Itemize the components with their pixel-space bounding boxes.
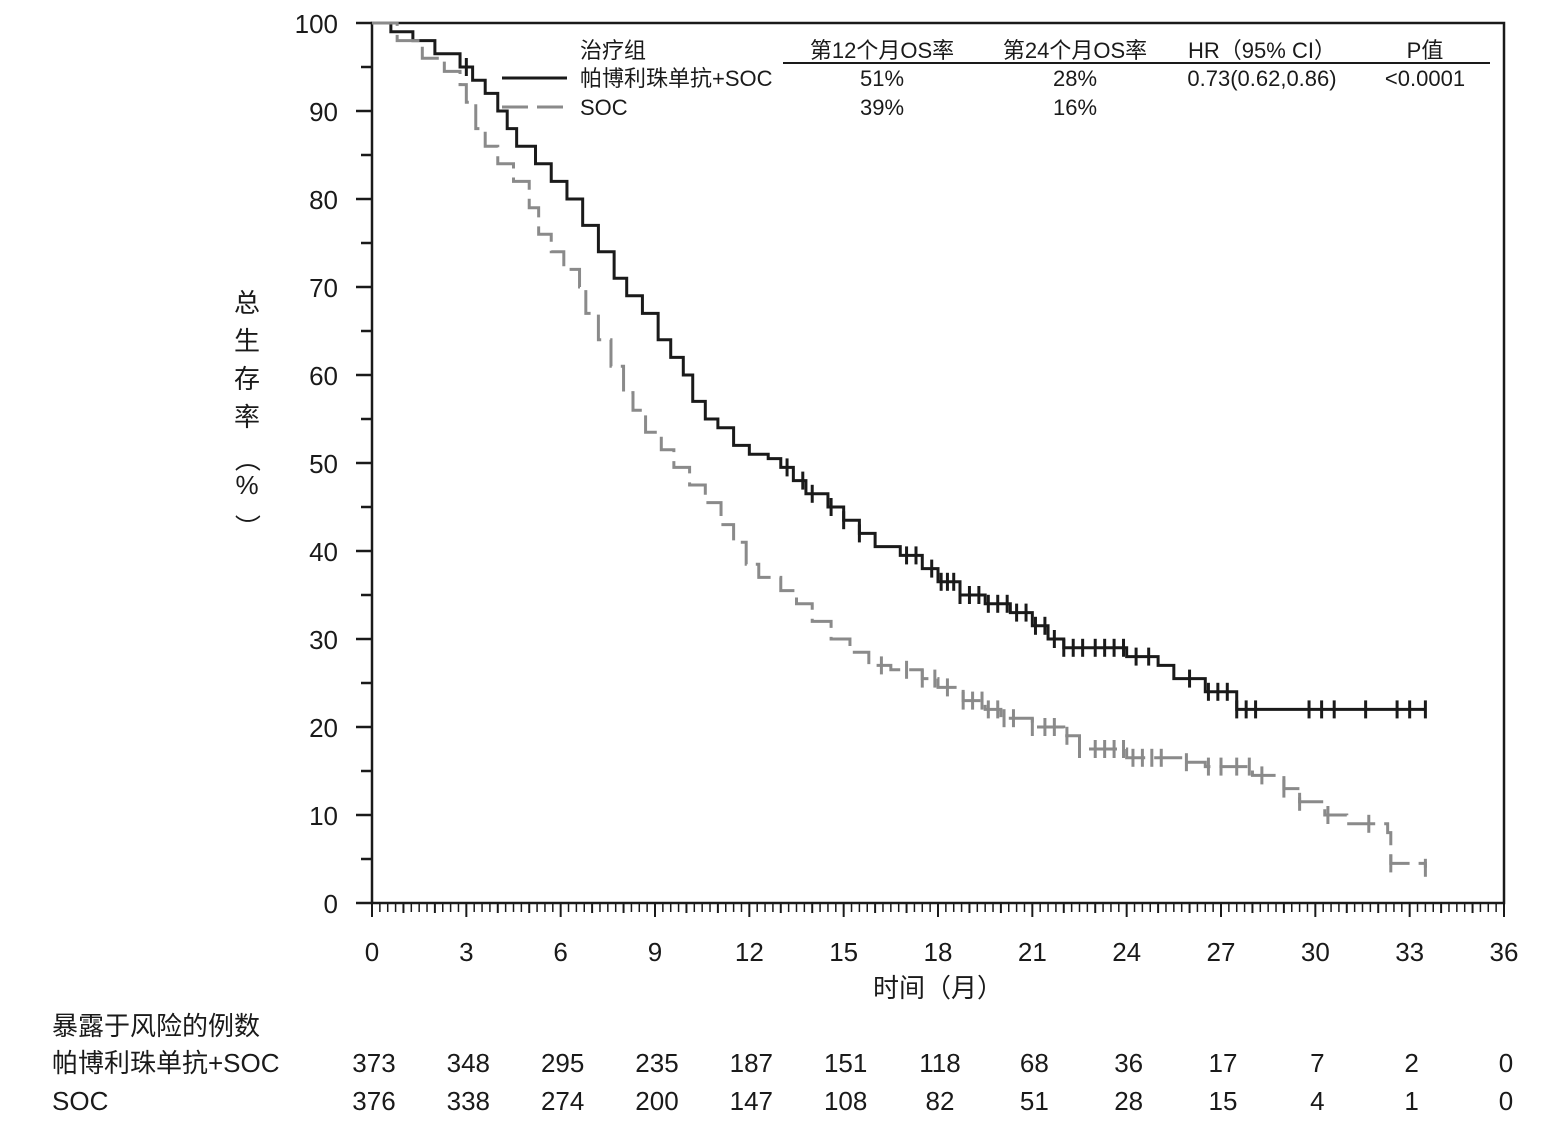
risk-count: 147 (730, 1086, 773, 1116)
legend-os24-value: 16% (1053, 95, 1097, 120)
x-axis: 0 3 6 9 12 15 18 21 24 27 30 33 36 (365, 903, 1519, 967)
risk-count: 118 (919, 1048, 960, 1078)
legend-p-value: <0.0001 (1385, 66, 1465, 91)
x-tick-label: 9 (648, 937, 662, 967)
x-tick-label: 27 (1207, 937, 1236, 967)
legend-header-os24: 第24个月OS率 (1003, 38, 1147, 63)
risk-count: 187 (730, 1048, 773, 1078)
risk-count: 68 (1020, 1048, 1049, 1078)
risk-count: 1 (1404, 1086, 1418, 1116)
risk-count: 28 (1114, 1086, 1143, 1116)
plot-frame (370, 21, 1506, 905)
risk-row-label: 帕博利珠单抗+SOC (52, 1048, 280, 1078)
legend-os12-value: 51% (860, 66, 904, 91)
y-tick-label: 10 (309, 801, 338, 831)
x-tick-label: 6 (553, 937, 567, 967)
y-tick-label: 100 (295, 9, 338, 39)
risk-count: 0 (1499, 1086, 1513, 1116)
y-tick-label: 60 (309, 361, 338, 391)
risk-count: 82 (926, 1086, 955, 1116)
risk-count: 151 (824, 1048, 867, 1078)
x-tick-label: 30 (1301, 937, 1330, 967)
y-axis-title-glyph: （ (232, 446, 262, 472)
legend-header-hr: HR（95% CI） (1188, 38, 1336, 63)
risk-count: 2 (1404, 1048, 1418, 1078)
y-tick-label: 50 (309, 449, 338, 479)
x-tick-label: 15 (829, 937, 858, 967)
y-tick-label: 80 (309, 185, 338, 215)
x-tick-label: 36 (1490, 937, 1519, 967)
risk-count: 338 (447, 1086, 490, 1116)
y-tick-label: 70 (309, 273, 338, 303)
legend-table: 治疗组 第12个月OS率 第24个月OS率 HR（95% CI） P值帕博利珠单抗+SO… (502, 38, 1490, 120)
risk-count: 36 (1114, 1048, 1143, 1078)
x-tick-label: 24 (1112, 937, 1141, 967)
x-tick-label: 12 (735, 937, 764, 967)
y-axis-title-glyph: 存 (234, 364, 260, 394)
y-tick-label: 20 (309, 713, 338, 743)
y-axis-title-glyph: 生 (234, 326, 260, 356)
risk-count: 4 (1310, 1086, 1324, 1116)
risk-count: 51 (1020, 1086, 1049, 1116)
risk-count: 295 (541, 1048, 584, 1078)
legend-os24-value: 28% (1053, 66, 1097, 91)
legend-header-group: 治疗组 (580, 38, 646, 63)
survival-curves (372, 21, 1427, 877)
risk-count: 274 (541, 1086, 584, 1116)
risk-count: 376 (352, 1086, 395, 1116)
legend-hr-value: 0.73(0.62,0.86) (1187, 66, 1336, 91)
legend-series-name: 帕博利珠单抗+SOC (580, 66, 773, 91)
risk-count: 7 (1310, 1048, 1324, 1078)
y-tick-label: 30 (309, 625, 338, 655)
legend-os12-value: 39% (860, 95, 904, 120)
risk-count: 235 (635, 1048, 678, 1078)
x-axis-title: 时间（月） (873, 973, 1003, 1003)
x-tick-label: 33 (1395, 937, 1424, 967)
risk-count: 348 (447, 1048, 490, 1078)
y-axis-title-glyph: 率 (234, 402, 260, 432)
y-tick-label: 40 (309, 537, 338, 567)
risk-count: 15 (1209, 1086, 1238, 1116)
x-tick-label: 18 (924, 937, 953, 967)
y-axis: 0 10 20 30 40 50 60 70 80 90 100 (295, 9, 372, 919)
y-axis-title-glyph: 总 (234, 288, 260, 318)
series-line-1 (372, 21, 1426, 711)
series-line-2 (372, 21, 1427, 868)
risk-count: 108 (824, 1086, 867, 1116)
legend-series-name: SOC (580, 95, 628, 120)
x-tick-label: 0 (365, 937, 379, 967)
y-tick-label: 0 (324, 889, 338, 919)
risk-count: 200 (635, 1086, 678, 1116)
legend-header-p: P值 (1407, 38, 1444, 63)
y-axis-title-glyph: ） (232, 514, 262, 540)
risk-table-title: 暴露于风险的例数 (52, 1011, 260, 1041)
legend-header-os12: 第12个月OS率 (810, 38, 954, 63)
x-tick-label: 21 (1018, 937, 1047, 967)
y-axis-title-glyph: % (235, 470, 258, 500)
x-tick-label: 3 (459, 937, 473, 967)
y-tick-label: 90 (309, 97, 338, 127)
risk-row-label: SOC (52, 1086, 108, 1116)
risk-count: 17 (1209, 1048, 1238, 1078)
risk-count: 373 (352, 1048, 395, 1078)
risk-count: 0 (1499, 1048, 1513, 1078)
